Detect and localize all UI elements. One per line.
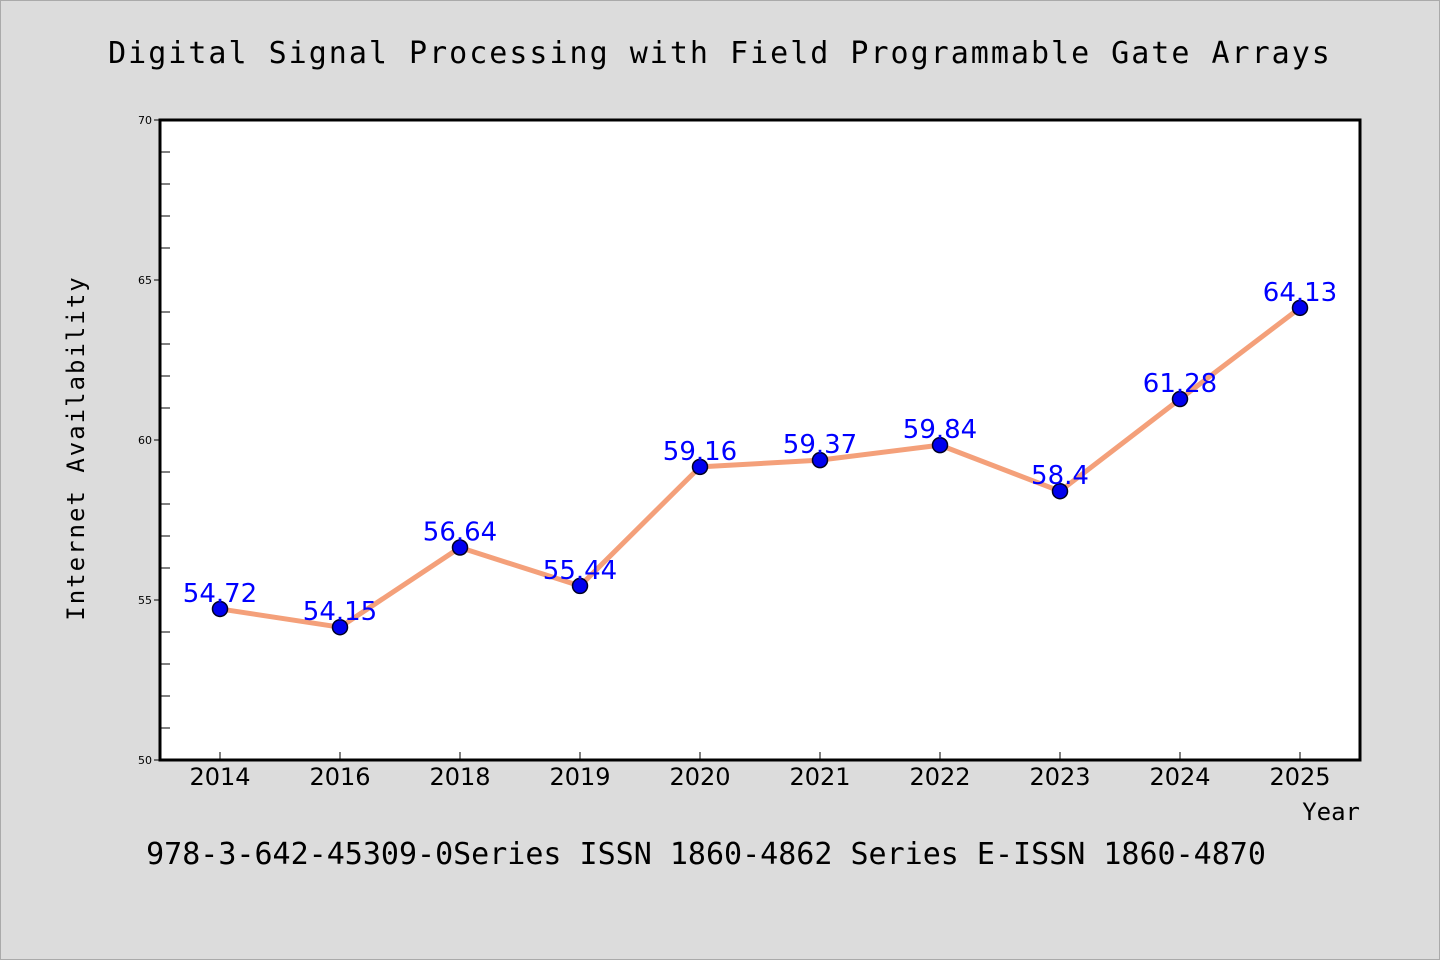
- caption-text: 978-3-642-45309-0Series ISSN 1860-4862 S…: [146, 837, 1266, 872]
- data-label: 59.37: [783, 430, 857, 460]
- data-point: [331, 618, 349, 636]
- data-label: 59.84: [903, 415, 977, 445]
- data-label: 59.16: [663, 437, 737, 467]
- data-label: 61.28: [1143, 369, 1217, 399]
- data-markers: [211, 299, 1309, 636]
- x-tick-label: 2023: [1029, 763, 1090, 791]
- series-line: [219, 305, 1302, 630]
- y-tick-label: 70: [138, 114, 152, 127]
- plot-area: [160, 120, 1360, 760]
- y-tick-label: 55: [138, 594, 152, 607]
- data-point: [811, 451, 829, 469]
- y-tick-label: 65: [138, 274, 152, 287]
- data-label: 54.72: [183, 579, 257, 609]
- data-label: 64.13: [1263, 278, 1337, 308]
- data-label: 55.44: [543, 556, 617, 586]
- data-labels: 54.72 54.15 56.64 55.44 59.16 59.37 59.84 58.4 6…: [183, 278, 1337, 627]
- axis-ticks: 50 55 60 65 70 2014 2016 2018 2019 2020 2021 2022 20…: [138, 114, 1331, 791]
- data-point: [1171, 390, 1189, 408]
- x-tick-label: 2022: [909, 763, 970, 791]
- data-point: [1291, 299, 1309, 317]
- plot-border: [158, 118, 1362, 762]
- y-tick-label: 60: [138, 434, 152, 447]
- x-tick-label: 2024: [1149, 763, 1210, 791]
- x-tick-label: 2018: [429, 763, 490, 791]
- data-label: 56.64: [423, 518, 497, 548]
- x-tick-label: 2025: [1269, 763, 1330, 791]
- data-label: 58.4: [1031, 461, 1089, 491]
- data-point: [211, 600, 229, 618]
- y-tick-label: 50: [138, 754, 152, 767]
- data-point: [451, 539, 469, 556]
- data-point: [691, 458, 709, 476]
- x-axis-label: Year: [1302, 798, 1360, 826]
- x-tick-label: 2021: [789, 763, 850, 791]
- data-label: 54.15: [303, 597, 377, 627]
- y-axis-label: Internet Availability: [62, 275, 90, 620]
- x-tick-label: 2014: [189, 763, 250, 791]
- data-point: [1051, 482, 1069, 500]
- data-point: [571, 577, 589, 595]
- chart-title: Digital Signal Processing with Field Pro…: [108, 36, 1332, 71]
- x-tick-label: 2016: [309, 763, 370, 791]
- x-tick-label: 2020: [669, 763, 730, 791]
- data-point: [931, 436, 949, 454]
- x-tick-label: 2019: [549, 763, 610, 791]
